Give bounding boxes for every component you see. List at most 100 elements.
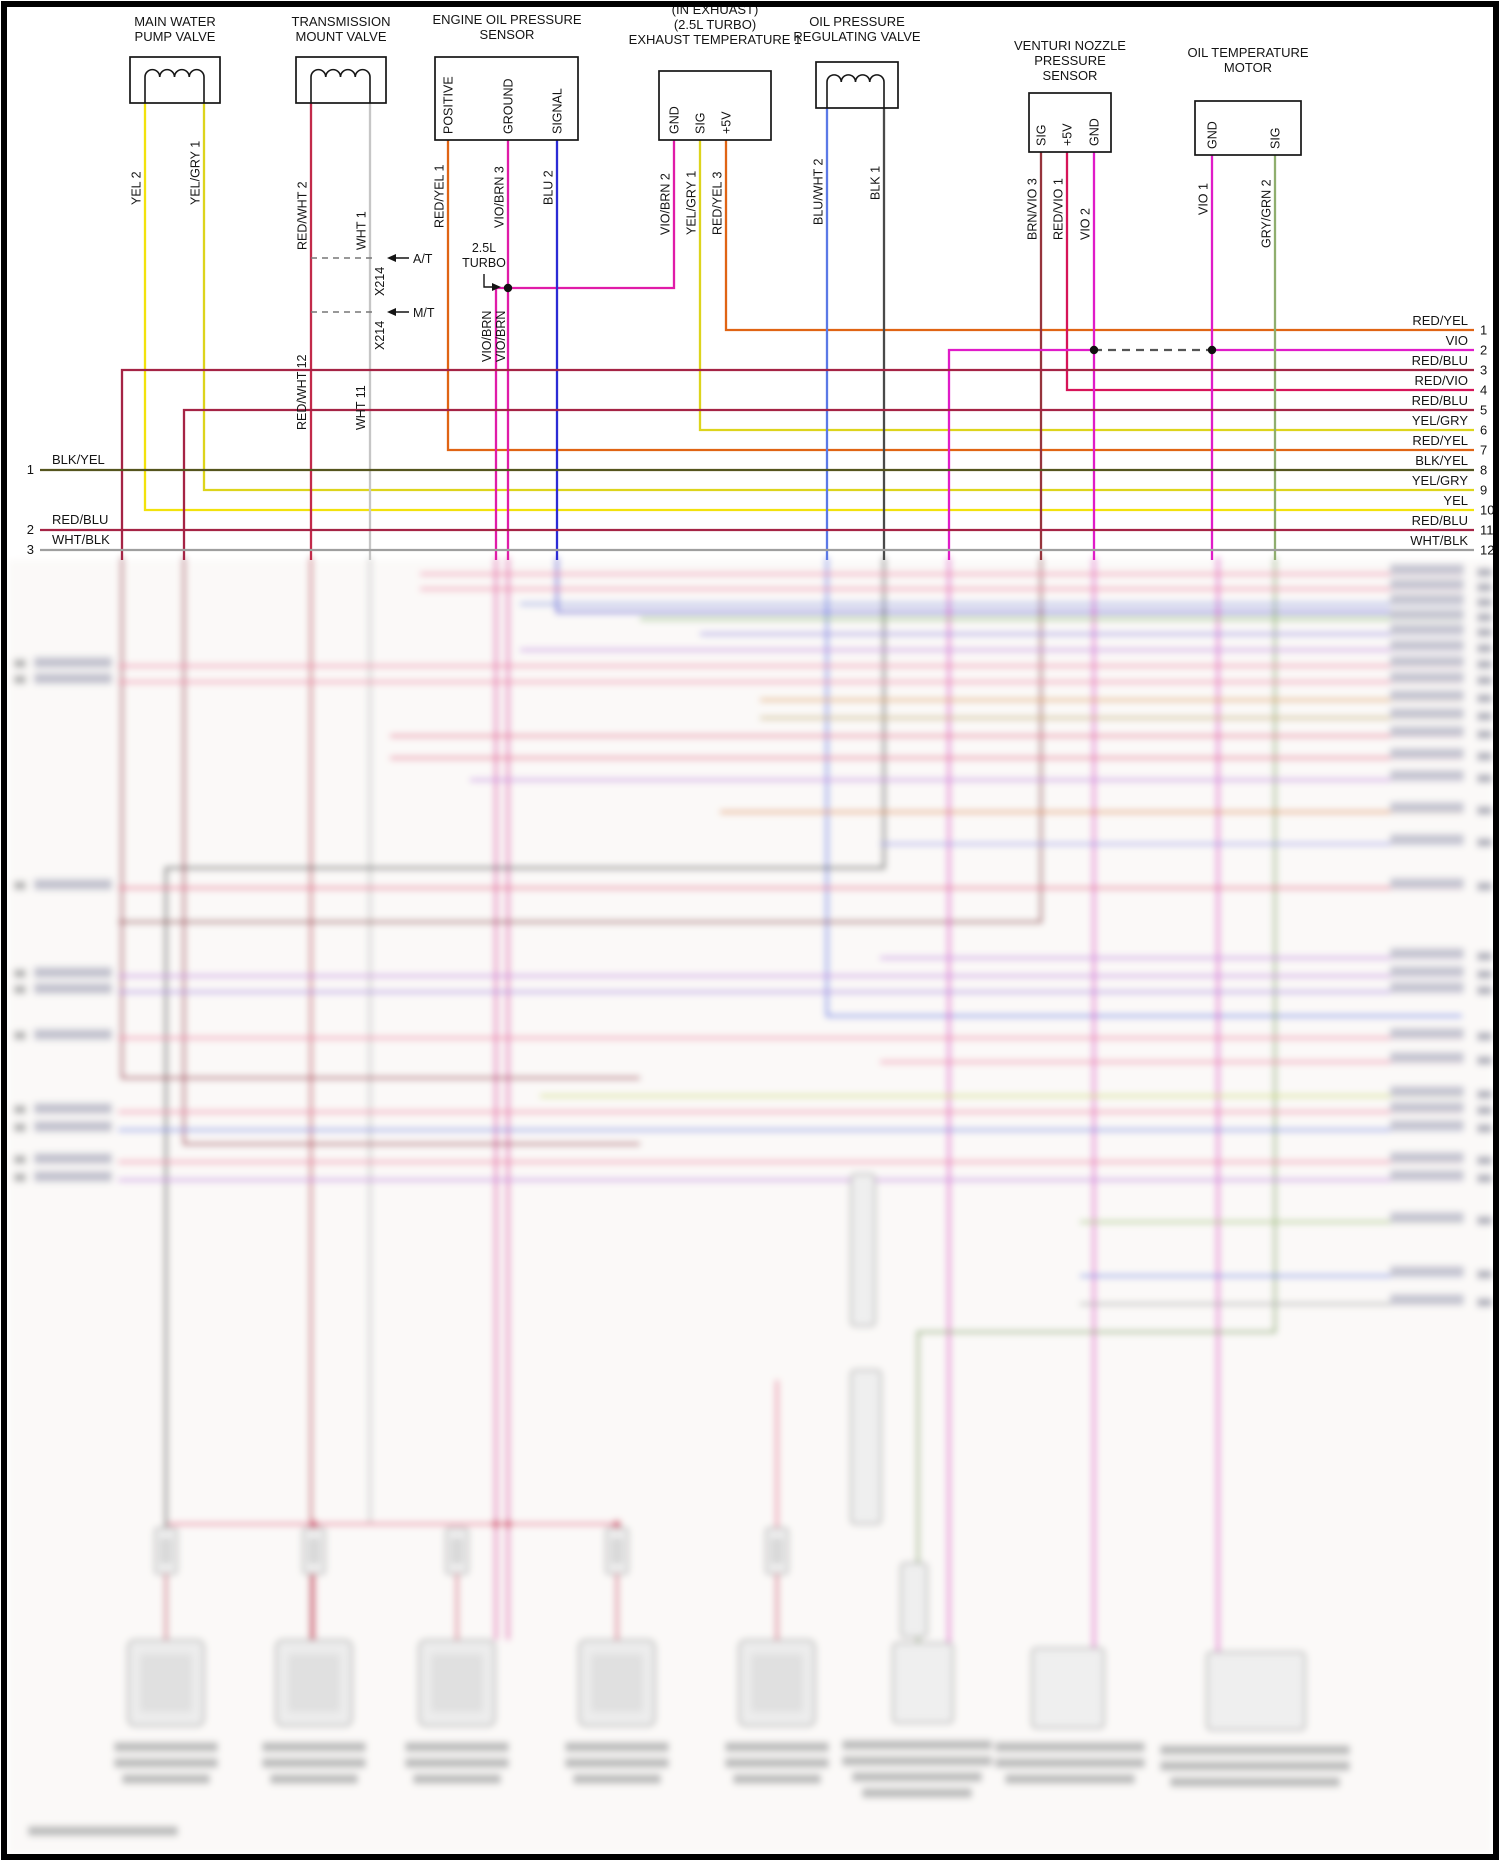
engine-oil-pressure-sensor-pin-wire-label: VIO/BRN 3	[493, 166, 507, 228]
oil-pressure-regulating-valve-pin-wire-label: BLK 1	[869, 166, 883, 200]
wire-RED-YEL	[724, 140, 1474, 332]
bus-wire-label: YEL	[1443, 493, 1468, 508]
venturi-nozzle-pressure-sensor-title: VENTURI NOZZLE	[1014, 38, 1126, 53]
oil-pressure-regulating-valve-coil-symbol	[826, 74, 885, 83]
wire-VIO	[947, 152, 1096, 560]
bus-wire-label: VIO	[1446, 333, 1468, 348]
main-water-pump-valve-coil-symbol	[144, 68, 205, 78]
wire-RED-YEL	[446, 140, 1474, 452]
bus-wire-label: WHT/BLK	[1410, 533, 1468, 548]
venturi-nozzle-pressure-sensor-terminal-label: GND	[1088, 118, 1102, 146]
exhaust-temperature-1-title: EXHAUST TEMPERATURE 1	[629, 32, 802, 47]
bus-wire-label: RED/BLU	[1412, 393, 1468, 408]
engine-oil-pressure-sensor-pin-wire-label: RED/YEL 1	[433, 164, 447, 228]
bus-pin-number: 2	[1480, 343, 1487, 358]
blurred-wire	[120, 557, 640, 1080]
bus-pin-number: 3	[1480, 363, 1487, 378]
venturi-nozzle-pressure-sensor-terminal-label: +5V	[1061, 123, 1075, 146]
blurred-wire	[182, 557, 640, 1146]
exhaust-temperature-1-pin-wire-label: RED/YEL 3	[711, 171, 725, 235]
right-bus-labels: RED/YEL 1 VIO 2 RED/BLU 3 RED/VIO 4 RED/BLU 5 YEL/…	[1410, 313, 1494, 558]
oil-pressure-regulating-valve-title: OIL PRESSURE	[809, 14, 905, 29]
blurred-wire	[825, 557, 1462, 1018]
wire-YEL-GRY	[698, 140, 1474, 432]
transmission-mount-valve-pin-wire-label: RED/WHT 2	[296, 181, 310, 250]
oil-temperature-motor-title: OIL TEMPERATURE	[1187, 45, 1308, 60]
bus-wire-label: RED/YEL	[1412, 433, 1468, 448]
bus-pin-number: 12	[1480, 543, 1494, 558]
transmission-mount-valve-coil-symbol	[310, 68, 371, 78]
oil-temperature-motor-pin-wire-label: GRY/GRN 2	[1260, 179, 1274, 248]
bus-pin-number: 4	[1480, 383, 1487, 398]
exhaust-temperature-1-pin-wire-label: VIO/BRN 2	[659, 173, 673, 235]
bus-wire-label: RED/BLU	[1412, 353, 1468, 368]
transmission-mount-valve-box	[295, 56, 387, 104]
junction-dot	[1089, 345, 1099, 355]
oil-temperature-motor-pin-wire-label: VIO 1	[1197, 183, 1211, 215]
blurred-wire	[916, 557, 1277, 1700]
main-water-pump-valve-box	[129, 56, 221, 104]
bus-pin-number: 11	[1480, 523, 1494, 538]
annotation-text: VIO/BRN	[494, 311, 508, 362]
wires	[40, 103, 1474, 560]
main-water-pump-valve-pin-wire-label: YEL 2	[130, 171, 144, 205]
engine-oil-pressure-sensor-terminal-label: POSITIVE	[442, 76, 456, 134]
venturi-nozzle-pressure-sensor-title: PRESSURE	[1034, 53, 1106, 68]
arrow-head	[492, 283, 501, 291]
blurred-wire	[118, 557, 1043, 924]
engine-oil-pressure-sensor-pin-wire-label: BLU 2	[542, 170, 556, 205]
bus-wire-label: RED/BLU	[1412, 513, 1468, 528]
annotation-text: A/T	[413, 252, 433, 266]
annotation-text: VIO/BRN	[480, 311, 494, 362]
annotation-text: 2.5L	[472, 241, 496, 255]
annotation-text: X214	[373, 321, 387, 350]
junction-dot	[503, 283, 513, 293]
engine-oil-pressure-sensor-title: SENSOR	[480, 27, 535, 42]
bus-pin-number: 7	[1480, 443, 1487, 458]
engine-oil-pressure-sensor-terminal-label: SIGNAL	[551, 88, 565, 134]
oil-temperature-motor-box	[1194, 100, 1302, 156]
bus-pin-number: 6	[1480, 423, 1487, 438]
main-water-pump-valve-title: MAIN WATER	[134, 14, 216, 29]
venturi-nozzle-pressure-sensor-pin-wire-label: RED/VIO 1	[1052, 178, 1066, 240]
left-pin-number: 3	[27, 542, 34, 557]
oil-temperature-motor-terminal-label: SIG	[1269, 127, 1283, 149]
left-wire-label: WHT/BLK	[52, 532, 110, 547]
wire-YEL-GRY	[202, 103, 1474, 492]
transmission-mount-valve-title: MOUNT VALVE	[295, 29, 386, 44]
annotation-text: WHT 11	[354, 385, 368, 430]
left-wire-label: RED/BLU	[52, 512, 108, 527]
junction-dot	[1207, 345, 1217, 355]
exhaust-temperature-1-box	[658, 70, 772, 141]
exhaust-temperature-1-pin-wire-label: YEL/GRY 1	[685, 171, 699, 235]
arrow-head	[387, 254, 396, 262]
wire-RED-BLU	[182, 408, 1474, 560]
engine-oil-pressure-sensor-terminal-label: GROUND	[502, 78, 516, 134]
oil-pressure-regulating-valve-pin-wire-label: BLU/WHT 2	[812, 159, 826, 225]
oil-temperature-motor-terminal-label: GND	[1206, 121, 1220, 149]
venturi-nozzle-pressure-sensor-pin-wire-label: VIO 2	[1079, 208, 1093, 240]
blurred-wire	[555, 557, 1462, 614]
left-wire-label: BLK/YEL	[52, 452, 105, 467]
main-water-pump-valve-pin-wire-label: YEL/GRY 1	[189, 141, 203, 205]
venturi-nozzle-pressure-sensor-box	[1028, 92, 1112, 153]
transmission-mount-valve-title: TRANSMISSION	[292, 14, 391, 29]
left-pin-labels: 1 BLK/YEL 2 RED/BLU 3 WHT/BLK	[27, 452, 110, 557]
transmission-mount-valve-pin-wire-label: WHT 1	[355, 211, 369, 250]
bus-wire-label: RED/VIO	[1415, 373, 1468, 388]
main-water-pump-valve-title: PUMP VALVE	[135, 29, 216, 44]
annotation-text: X214	[373, 267, 387, 296]
bus-pin-number: 10	[1480, 503, 1494, 518]
annotation-text: RED/WHT 12	[295, 354, 309, 430]
wire-YEL	[143, 103, 1474, 512]
exhaust-temperature-1-terminal-label: SIG	[694, 112, 708, 134]
